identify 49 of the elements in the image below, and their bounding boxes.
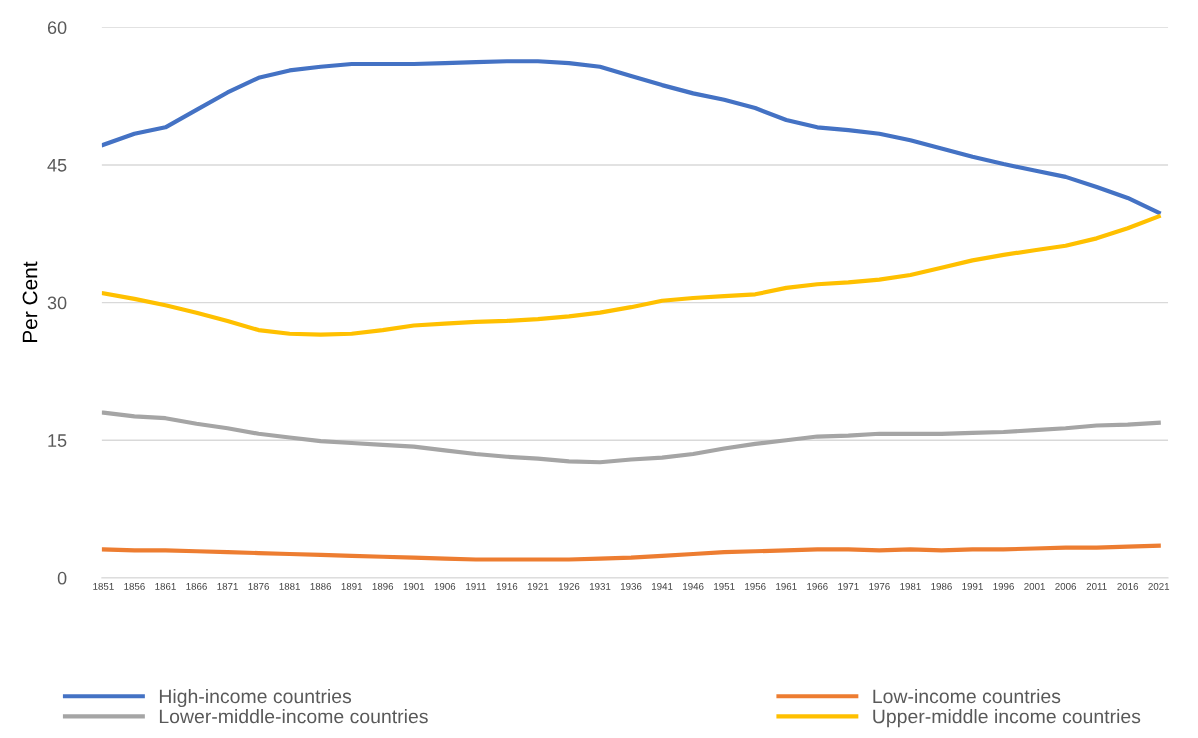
- x-tick-label: 1966: [807, 582, 828, 590]
- x-tick-label: 2016: [1117, 582, 1139, 590]
- x-tick-label: 1971: [838, 582, 859, 590]
- x-tick-label: 1891: [341, 582, 363, 590]
- x-tick-label: 1856: [124, 582, 145, 590]
- y-tick-label: 0: [57, 571, 67, 585]
- x-tick-label: 1901: [403, 582, 425, 590]
- x-tick-label: 1981: [900, 582, 921, 590]
- y-tick-label: 15: [48, 434, 67, 447]
- x-tick-label: 1956: [745, 582, 766, 590]
- x-tick-label: 1931: [589, 582, 611, 590]
- line-series: [101, 59, 1161, 215]
- y-tick-label: 30: [47, 296, 67, 310]
- x-tick-label: 1871: [217, 582, 238, 590]
- x-tick-label: 1916: [496, 582, 518, 590]
- x-tick-label: 1911: [466, 582, 486, 590]
- y-tick-label: 60: [47, 21, 67, 35]
- x-tick-label: 1866: [186, 582, 207, 590]
- x-tick-label: 2021: [1148, 582, 1170, 590]
- x-tick-label: 1876: [248, 582, 269, 590]
- x-tick-label: 1991: [962, 582, 983, 590]
- x-tick-label: 1906: [434, 582, 456, 590]
- y-axis-title: Per Cent: [22, 261, 38, 342]
- y-tick-label: 45: [47, 159, 67, 172]
- legend-label: Low-income countries: [873, 688, 1061, 704]
- x-tick-label: 1996: [993, 582, 1014, 590]
- line-series: [101, 543, 1161, 562]
- x-tick-label: 1986: [931, 582, 952, 590]
- legend-label: High-income countries: [159, 688, 352, 708]
- x-tick-label: 1921: [527, 582, 549, 590]
- x-tick-label: 2006: [1055, 582, 1077, 590]
- line-series: [101, 410, 1161, 465]
- x-tick-label: 1861: [155, 582, 176, 590]
- x-tick-label: 1961: [776, 582, 797, 590]
- x-tick-label: 1946: [683, 582, 704, 590]
- x-tick-label: 2001: [1024, 582, 1045, 590]
- line-series: [101, 214, 1161, 337]
- x-tick-label: 1936: [620, 582, 642, 590]
- legend-label: Upper-middle income countries: [873, 709, 1141, 728]
- x-tick-label: 1896: [372, 582, 394, 590]
- x-tick-label: 1881: [279, 582, 300, 590]
- x-tick-label: 1926: [558, 582, 580, 590]
- x-tick-label: 1951: [714, 582, 735, 590]
- x-tick-label: 1851: [93, 582, 114, 590]
- x-tick-label: 1941: [652, 582, 673, 590]
- x-tick-label: 2011: [1086, 582, 1107, 590]
- x-tick-label: 1886: [310, 582, 332, 590]
- x-tick-label: 1976: [869, 582, 890, 590]
- legend-label: Lower-middle-income countries: [159, 709, 428, 724]
